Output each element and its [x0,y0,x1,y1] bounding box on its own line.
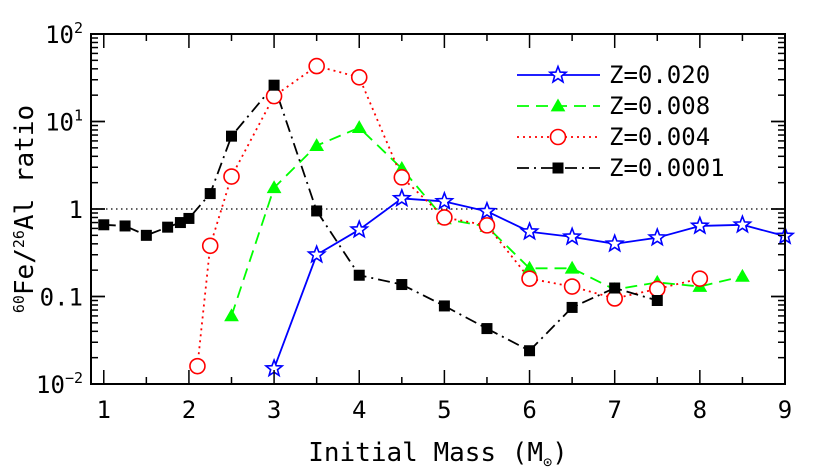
data-point [478,217,496,234]
data-point [609,282,621,294]
data-point [438,300,450,312]
legend-label: Z=0.020 [609,61,710,89]
x-tick-label: 2 [182,396,196,424]
legend-item: Z=0.008 [517,92,710,120]
legend-marker [552,162,564,174]
y-tick-label: 0.1 [40,284,83,312]
data-point [648,280,666,298]
legend-item: Z=0.004 [517,123,710,151]
legend-marker [550,98,566,112]
data-point [308,57,325,75]
data-point [351,120,367,134]
data-point [224,308,239,322]
legend-marker [549,128,567,146]
y-axis-title-sup1: 60 [10,295,28,313]
data-point [564,260,580,274]
x-tick-label: 6 [522,396,536,424]
x-tick-label: 5 [437,396,451,424]
data-point [119,220,131,232]
data-point [265,87,283,105]
data-point [226,130,238,142]
data-point [689,215,711,235]
data-point [691,270,709,287]
data-point [735,268,750,282]
x-axis-title-close: ) [552,438,568,468]
data-point [647,226,668,247]
y-tick-label: 1 [69,196,83,224]
data-point [651,295,663,307]
data-point [189,357,206,375]
data-point [391,187,413,208]
x-axis-title-symbol: ⊙ [543,453,552,471]
x-tick-label: 8 [693,396,707,424]
data-point [268,79,280,91]
x-tick-label: 4 [352,396,366,424]
data-point [561,226,583,246]
x-tick-label: 3 [267,396,281,424]
data-point [481,323,493,335]
data-point [396,279,408,291]
y-tick-label: 102 [45,19,83,49]
legend-item: Z=0.0001 [517,154,725,182]
data-point [174,217,186,229]
data-point [348,218,370,239]
data-point [353,269,365,281]
data-point [140,229,152,241]
x-tick-label: 7 [607,396,621,424]
data-point [566,301,578,313]
tick-layer [91,33,786,385]
data-point [306,243,327,264]
legend-label: Z=0.008 [609,92,710,120]
data-point [563,278,581,295]
series-line-3 [103,84,658,352]
y-axis-title-part1: Fe/ [10,248,40,295]
data-point [223,168,240,185]
marker-layer [98,57,796,378]
data-point [434,190,455,211]
data-point [266,180,282,194]
data-point [524,345,536,357]
data-point [98,219,110,231]
data-point [201,237,219,255]
x-tick-labels: 1 2 3 4 5 6 7 8 9 [97,396,793,424]
data-point [162,221,174,233]
y-tick-label: 101 [45,107,83,137]
data-point [204,188,216,200]
data-point [350,68,368,86]
data-point [183,212,195,224]
data-point [604,233,625,253]
legend-label: Z=0.0001 [609,154,725,182]
data-point [732,214,753,234]
data-point [393,169,411,186]
legend-item: Z=0.020 [517,61,710,89]
data-point [519,220,540,241]
x-tick-label: 1 [97,396,111,424]
legend-label: Z=0.004 [609,123,710,151]
y-axis-title-sup2: 26 [10,230,28,248]
legend: Z=0.020 Z=0.008 Z=0.004 Z=0.0001 [517,61,725,182]
data-point [476,200,498,221]
data-point [309,138,325,152]
legend-marker [547,64,569,84]
x-axis-title: Initial Mass (M⊙) [308,438,568,471]
x-tick-label: 9 [778,396,792,424]
y-axis-title: 60Fe/26Al ratio [10,105,40,313]
y-axis-title-part2: Al ratio [10,105,40,230]
data-point [521,270,538,287]
data-point [311,205,323,217]
x-axis-title-text: Initial Mass (M [308,438,543,468]
y-tick-labels: 10−2 0.1 1 101 102 [36,19,83,399]
y-tick-label: 10−2 [36,369,83,399]
data-point [436,209,453,226]
